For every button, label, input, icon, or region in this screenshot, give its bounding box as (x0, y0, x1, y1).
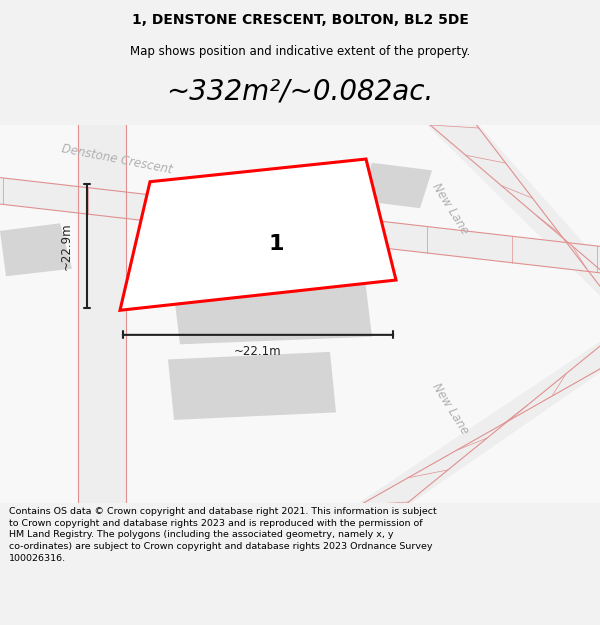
Text: ~22.9m: ~22.9m (59, 222, 73, 270)
Text: Contains OS data © Crown copyright and database right 2021. This information is : Contains OS data © Crown copyright and d… (9, 507, 437, 563)
Polygon shape (168, 352, 336, 420)
Polygon shape (408, 106, 600, 326)
Text: Denstone Crescent: Denstone Crescent (60, 142, 173, 176)
Polygon shape (330, 322, 600, 522)
Text: 1, DENSTONE CRESCENT, BOLTON, BL2 5DE: 1, DENSTONE CRESCENT, BOLTON, BL2 5DE (131, 12, 469, 27)
Text: ~22.1m: ~22.1m (234, 346, 282, 358)
Text: ~332m²/~0.082ac.: ~332m²/~0.082ac. (166, 77, 434, 105)
Text: Map shows position and indicative extent of the property.: Map shows position and indicative extent… (130, 45, 470, 58)
Polygon shape (120, 159, 396, 310)
Text: 1: 1 (268, 234, 284, 254)
Polygon shape (0, 223, 72, 276)
Polygon shape (78, 106, 126, 522)
Text: New Lane: New Lane (429, 180, 471, 236)
Polygon shape (168, 238, 372, 344)
Polygon shape (0, 174, 600, 276)
Text: New Lane: New Lane (429, 381, 471, 437)
Polygon shape (360, 162, 432, 208)
Polygon shape (0, 125, 600, 503)
